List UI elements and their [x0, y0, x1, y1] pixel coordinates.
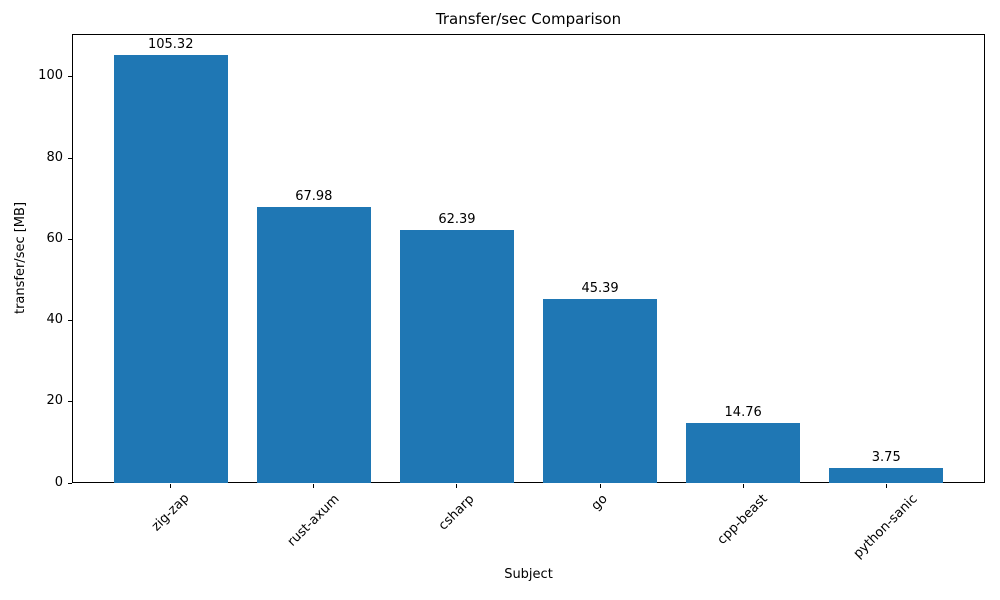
- x-axis-label: Subject: [504, 567, 553, 582]
- x-tick-label: python-sanic: [850, 491, 921, 562]
- chart-title: Transfer/sec Comparison: [435, 10, 622, 28]
- x-tick-mark: [599, 484, 601, 488]
- x-tick-label: go: [588, 491, 611, 514]
- bar: [685, 423, 801, 483]
- bar-value-label: 3.75: [871, 449, 901, 465]
- y-tick-mark: [68, 238, 72, 240]
- y-tick-label: 80: [46, 149, 63, 165]
- x-tick-mark: [170, 484, 172, 488]
- bar-value-label: 62.39: [438, 211, 476, 227]
- bar: [829, 467, 944, 483]
- bar: [542, 298, 658, 483]
- y-tick-label: 60: [46, 230, 63, 246]
- bar: [256, 206, 372, 483]
- x-tick-label: csharp: [435, 491, 478, 533]
- y-tick-mark: [68, 157, 72, 159]
- bar-value-label: 67.98: [295, 188, 333, 204]
- y-tick-label: 40: [46, 312, 63, 328]
- x-tick-mark: [742, 484, 744, 488]
- x-tick-mark: [885, 484, 887, 488]
- y-tick-mark: [68, 320, 72, 322]
- y-tick-label: 20: [46, 393, 63, 409]
- x-tick-mark: [313, 484, 315, 488]
- y-tick-mark: [68, 482, 72, 484]
- x-tick-label: zig-zap: [148, 491, 193, 535]
- y-axis-label: transfer/sec [MB]: [13, 201, 28, 315]
- bar-value-label: 105.32: [147, 37, 194, 53]
- x-tick-mark: [456, 484, 458, 488]
- y-tick-mark: [68, 401, 72, 403]
- y-tick-label: 0: [54, 474, 63, 490]
- x-tick-label: rust-axum: [284, 491, 343, 550]
- bar-value-label: 45.39: [581, 280, 619, 296]
- bar-value-label: 14.76: [724, 405, 762, 421]
- x-tick-label: cpp-beast: [714, 491, 771, 548]
- bar: [399, 229, 515, 483]
- y-tick-mark: [68, 76, 72, 78]
- y-tick-label: 100: [38, 68, 63, 84]
- bar: [113, 55, 228, 483]
